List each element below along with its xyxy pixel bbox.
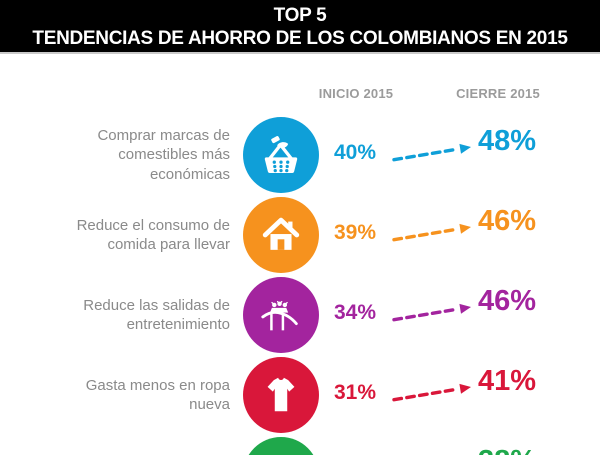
roller-coaster-icon — [258, 292, 304, 338]
trend-icon-circle — [243, 277, 319, 353]
cierre-value: 48% — [478, 125, 537, 157]
trend-label: Comprar marcas de comestibles más económ… — [97, 126, 230, 183]
inicio-value: 39% — [334, 221, 377, 244]
page-title: TENDENCIAS DE AHORRO DE LOS COLOMBIANOS … — [32, 28, 568, 49]
trend-label: Reduce el consumo de comida para llevar — [76, 216, 230, 254]
trend-row-cropped: 38% — [0, 435, 600, 455]
title-bar: TOP 5 TENDENCIAS DE AHORRO DE LOS COLOMB… — [0, 0, 600, 54]
trend-icon-circle — [243, 197, 319, 273]
trend-row-comida-llevar: Reduce el consumo de comida para llevar … — [0, 195, 600, 275]
house-icon — [258, 212, 304, 258]
trend-icon-circle — [243, 437, 319, 455]
cierre-value: 41% — [478, 365, 537, 397]
trend-icon-circle — [243, 117, 319, 193]
trend-arrow-icon — [391, 221, 475, 245]
cierre-value: 46% — [478, 205, 537, 237]
title-top5: TOP 5 — [273, 5, 327, 26]
inicio-value: 34% — [334, 301, 377, 324]
trend-row-entretenimiento: Reduce las salidas de entretenimiento 34… — [0, 275, 600, 355]
trend-row-ropa-nueva: Gasta menos en ropa nueva 31% 41% — [0, 355, 600, 435]
trend-label — [42, 435, 230, 455]
trend-arrow-icon — [391, 141, 475, 165]
grocery-basket-icon — [258, 132, 304, 178]
cierre-value: 46% — [478, 285, 537, 317]
trend-row-comprar-marcas: Comprar marcas de comestibles más económ… — [0, 115, 600, 195]
trend-label: Gasta menos en ropa nueva — [85, 376, 230, 414]
inicio-value: 40% — [334, 141, 377, 164]
inicio-value: 31% — [334, 381, 377, 404]
trend-icon-circle — [243, 357, 319, 433]
column-header-inicio: INICIO 2015 — [318, 86, 394, 101]
trend-arrow-icon — [391, 381, 475, 405]
column-header-cierre: CIERRE 2015 — [456, 86, 540, 101]
tshirt-icon — [258, 372, 304, 418]
trend-arrow-icon — [391, 301, 475, 325]
trend-label: Reduce las salidas de entretenimiento — [83, 296, 230, 334]
cierre-value: 38% — [478, 444, 548, 455]
